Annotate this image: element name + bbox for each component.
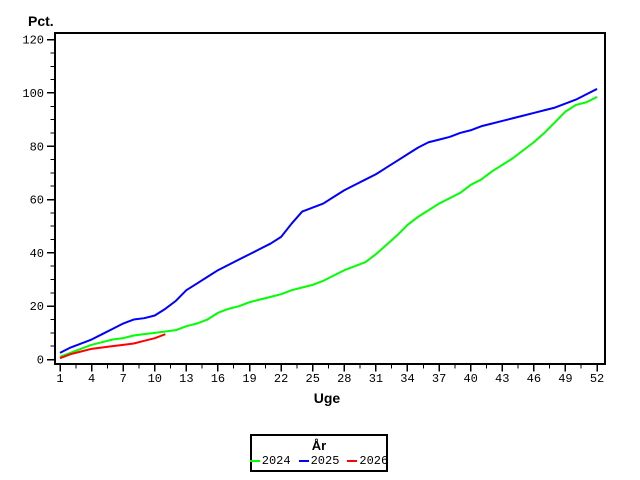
series-line-2026 <box>59 333 166 360</box>
x-tick-label: 34 <box>400 372 414 386</box>
x-tick-label: 10 <box>148 372 162 386</box>
x-tick-label: 43 <box>495 372 509 386</box>
x-tick-label: 40 <box>463 372 477 386</box>
y-tick-label: 60 <box>30 194 44 208</box>
y-axis-title: Pct. <box>28 13 54 29</box>
x-tick-label: 52 <box>590 372 604 386</box>
data-series <box>59 88 598 360</box>
legend-swatch-2026-icon <box>347 460 358 462</box>
x-tick-label: 28 <box>337 372 351 386</box>
legend-entry-label: 2024 <box>261 454 291 468</box>
legend-entries: 2024 2025 2026 <box>249 454 388 468</box>
x-tick-label: 1 <box>56 372 63 386</box>
legend-entry-label: 2026 <box>359 454 389 468</box>
legend-entry-2024: 2024 <box>249 454 291 468</box>
x-axis-ticks: 1 4 7 10 13 16 19 22 25 28 31 34 37 40 43 46 49 52 <box>56 364 604 386</box>
x-tick-label: 19 <box>242 372 256 386</box>
x-tick-label: 4 <box>88 372 95 386</box>
legend-title: År <box>311 438 327 453</box>
x-tick-label: 25 <box>306 372 320 386</box>
x-tick-label: 22 <box>274 372 288 386</box>
legend-entry-label: 2025 <box>310 454 340 468</box>
y-tick-label: 20 <box>30 300 44 314</box>
x-axis-title: Uge <box>314 390 341 406</box>
x-tick-label: 49 <box>558 372 572 386</box>
y-tick-label: 40 <box>30 247 44 261</box>
legend-entry-2026: 2026 <box>347 455 388 467</box>
series-line-2025 <box>59 88 598 354</box>
y-tick-label: 100 <box>22 87 44 101</box>
x-tick-label: 31 <box>369 372 383 386</box>
legend-entry-2025: 2025 <box>298 454 340 468</box>
x-tick-label: 46 <box>527 372 541 386</box>
x-tick-label: 7 <box>120 372 127 386</box>
legend-swatch-2024-icon <box>249 460 260 462</box>
legend-swatch-2025-icon <box>298 460 309 462</box>
legend: År 2024 2025 2026 <box>249 434 388 472</box>
y-tick-label: 80 <box>30 140 44 154</box>
y-tick-label: 0 <box>37 354 44 368</box>
plot-frame <box>54 32 606 365</box>
x-tick-label: 16 <box>211 372 225 386</box>
series-line-2024 <box>59 96 598 358</box>
y-tick-label: 120 <box>22 34 44 48</box>
x-tick-label: 13 <box>179 372 193 386</box>
x-tick-label: 37 <box>432 372 446 386</box>
y-axis-ticks: 0 20 40 60 80 100 120 <box>22 34 55 368</box>
